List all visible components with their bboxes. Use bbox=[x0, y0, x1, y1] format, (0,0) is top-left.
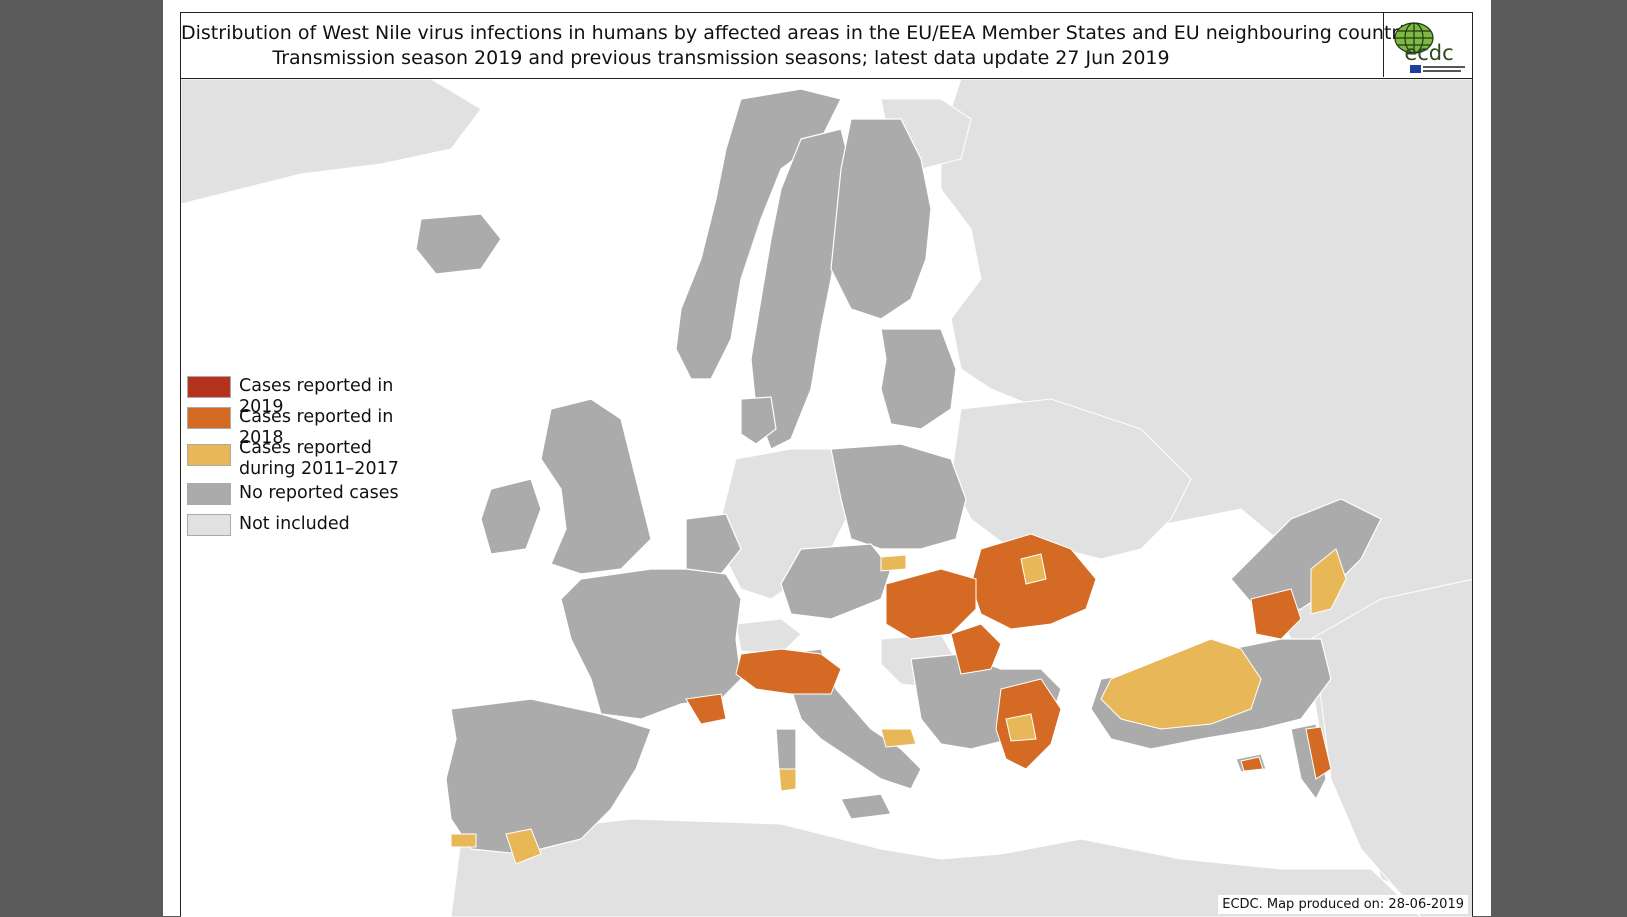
legend-item-not-included: Not included bbox=[187, 512, 447, 543]
czech-austria bbox=[780, 543, 892, 620]
legend-label: Cases reported in 2018 bbox=[239, 407, 394, 448]
east-turkey-2018 bbox=[1250, 588, 1302, 640]
report-page: Distribution of West Nile virus infectio… bbox=[163, 0, 1491, 917]
europe-map: Cases reported in 2019 Cases reported in… bbox=[181, 79, 1472, 917]
finland bbox=[830, 118, 932, 320]
greenland bbox=[181, 79, 482, 205]
romania-inner-2011-2017 bbox=[1020, 553, 1047, 585]
portugal-south-2011-2017 bbox=[505, 828, 542, 865]
legend-swatch bbox=[187, 483, 231, 505]
map-header: Distribution of West Nile virus infectio… bbox=[181, 13, 1472, 79]
spain-south-2011-2017 bbox=[450, 833, 477, 848]
sardinia-2011-2017 bbox=[778, 768, 797, 792]
legend-swatch bbox=[187, 444, 231, 466]
near-east bbox=[1310, 578, 1472, 917]
map-svg bbox=[181, 79, 1472, 917]
hungary-2018 bbox=[885, 568, 977, 640]
benelux bbox=[685, 513, 742, 575]
map-subtitle: Transmission season 2019 and previous tr… bbox=[272, 47, 1170, 69]
legend-label: Not included bbox=[239, 514, 350, 534]
map-credit: ECDC. Map produced on: 28-06-2019 bbox=[1218, 895, 1468, 914]
legend-item-2018: Cases reported in 2018 bbox=[187, 405, 447, 448]
denmark bbox=[740, 396, 777, 445]
map-title: Distribution of West Nile virus infectio… bbox=[181, 22, 1427, 44]
map-legend: Cases reported in 2019 Cases reported in… bbox=[187, 374, 447, 543]
belarus-ukraine bbox=[950, 398, 1192, 560]
map-frame: Distribution of West Nile virus infectio… bbox=[180, 12, 1473, 917]
czech-2011-2017 bbox=[880, 554, 907, 572]
baltics bbox=[880, 328, 957, 430]
uk bbox=[540, 398, 652, 575]
legend-label: Cases reported during 2011–2017 bbox=[239, 438, 399, 479]
switzerland bbox=[735, 618, 802, 655]
north-africa bbox=[450, 818, 1422, 917]
legend-swatch bbox=[187, 376, 231, 398]
cyprus-2018 bbox=[1240, 756, 1264, 772]
legend-item-no-cases: No reported cases bbox=[187, 481, 447, 512]
east-turkey-2011-2017 bbox=[1310, 548, 1347, 615]
legend-swatch bbox=[187, 514, 231, 536]
israel-2018 bbox=[1305, 726, 1332, 780]
norway bbox=[675, 88, 842, 380]
legend-label: Cases reported in 2019 bbox=[239, 376, 394, 417]
iceland bbox=[415, 213, 502, 275]
sicily bbox=[840, 793, 892, 820]
legend-label: No reported cases bbox=[239, 483, 399, 503]
south-france-2018 bbox=[685, 693, 727, 725]
turkey-2011-2017 bbox=[1100, 638, 1262, 730]
serbia-2018 bbox=[950, 623, 1002, 675]
title-block: Distribution of West Nile virus infectio… bbox=[181, 13, 1427, 77]
legend-item-2011-2017: Cases reported during 2011–2017 bbox=[187, 436, 447, 481]
sardinia bbox=[775, 728, 797, 775]
svg-text:ecdc: ecdc bbox=[1404, 41, 1453, 65]
ecdc-logo: ecdc bbox=[1383, 13, 1472, 77]
globe-icon: ecdc bbox=[1394, 22, 1465, 73]
poland bbox=[830, 443, 967, 550]
legend-swatch bbox=[187, 407, 231, 429]
ireland bbox=[480, 478, 542, 555]
north-italy-2018 bbox=[735, 648, 842, 695]
greece-north-2011-2017 bbox=[1005, 713, 1037, 742]
legend-item-2019: Cases reported in 2019 bbox=[187, 374, 447, 417]
italy-south-2011-2017 bbox=[880, 728, 917, 748]
iberia bbox=[445, 698, 652, 855]
